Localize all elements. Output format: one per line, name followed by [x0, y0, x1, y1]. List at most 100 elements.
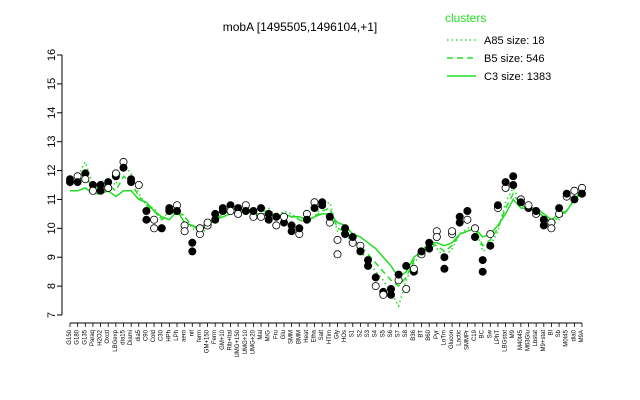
data-point [180, 227, 189, 236]
data-point [318, 198, 327, 207]
data-point [150, 215, 159, 224]
data-point [88, 186, 97, 195]
x-tick-label: B60 [426, 329, 432, 340]
x-tick-label: Etha [312, 329, 318, 342]
x-tick-label: M9A [579, 330, 585, 342]
x-tick-label: Glu [281, 330, 287, 339]
points-layer [66, 157, 587, 299]
x-tick-label: G150 [67, 329, 73, 344]
x-tick-label: M9+stat [541, 330, 547, 352]
data-point [478, 256, 487, 265]
x-tick-label: HOs [342, 330, 348, 342]
data-point [256, 204, 265, 213]
data-point [432, 232, 441, 241]
x-tick-label: UMG+150 [235, 329, 241, 357]
x-tick-label: C30 [159, 329, 165, 341]
data-point [333, 250, 342, 259]
data-point [509, 172, 518, 181]
data-point [516, 198, 525, 207]
data-point [440, 264, 449, 273]
legend-title: clusters [445, 11, 486, 25]
x-tick-label: S8 [403, 329, 409, 337]
y-tick-label: 8 [46, 283, 58, 289]
x-tick-label: Rib+Ital [227, 330, 233, 351]
x-tick-label: M63Glu [526, 330, 532, 351]
data-point [279, 212, 288, 221]
x-tick-label: Diami [128, 330, 134, 345]
legend-label: B5 size: 546 [484, 53, 545, 65]
data-point [157, 224, 166, 233]
data-point [425, 238, 434, 247]
data-point [119, 163, 128, 172]
data-point [486, 230, 495, 239]
x-tick-label: GM+10 [220, 329, 226, 350]
data-point [493, 201, 502, 210]
x-tick-label: Pyr [434, 330, 440, 339]
data-point [417, 247, 426, 256]
series-layer [69, 160, 583, 309]
x-tick-label: Oxctl [105, 330, 111, 344]
data-point [188, 247, 197, 256]
data-point [295, 224, 304, 233]
data-point [234, 209, 243, 218]
series-line [69, 160, 583, 309]
y-tick-label: 15 [46, 78, 58, 90]
data-point [66, 178, 75, 187]
x-tick-label: G180 [75, 329, 81, 344]
y-tick-label: 10 [46, 222, 58, 234]
data-point [440, 253, 449, 262]
x-tick-label: Ferm [212, 330, 218, 344]
x-tick-label: M40t45 [518, 329, 524, 350]
data-point [111, 169, 120, 178]
x-tick-label: UMG+10 [243, 329, 249, 354]
x-tick-label: HPh [166, 330, 172, 342]
legend-label: A85 size: 18 [484, 35, 545, 47]
x-tick-label: Glucon [449, 330, 455, 349]
x-tick-label: Cold [151, 330, 157, 342]
data-point [455, 212, 464, 221]
x-tick-label: Heat [304, 330, 310, 343]
x-tick-label: SMM [289, 330, 295, 344]
data-point [348, 232, 357, 241]
x-tick-label: S4 [373, 329, 379, 337]
x-tick-label: aero [182, 329, 188, 342]
x-tick-label: Mal [258, 330, 264, 340]
y-tick-label: 11 [46, 194, 58, 205]
x-tick-label: dia15 [120, 329, 126, 344]
y-tick-label: 13 [46, 136, 58, 148]
x-tick-label: Lactic [457, 330, 463, 346]
x-tick-label: Salt [319, 330, 325, 341]
data-point [142, 206, 151, 215]
data-point [341, 230, 350, 239]
x-axis: G150 G180 G135 Paraq H2O2 Oxctl LBGexp dia15 Dia… [67, 322, 585, 358]
x-tick-label: LBGexp [113, 329, 119, 351]
data-point [394, 270, 403, 279]
legend: clusters A85 size: 18 B5 size: 546 C3 size… [445, 11, 551, 83]
data-point [104, 183, 113, 192]
x-tick-label: BC [480, 329, 486, 338]
data-point [555, 204, 564, 213]
x-tick-label: M/G [266, 330, 272, 342]
data-point [478, 267, 487, 276]
data-point [81, 175, 90, 184]
data-point [142, 215, 151, 224]
data-point [241, 206, 250, 215]
y-tick-label: 12 [46, 164, 58, 176]
data-point [287, 221, 296, 230]
data-point [272, 212, 281, 221]
data-point [470, 224, 479, 233]
data-point [310, 204, 319, 213]
data-point [211, 209, 220, 218]
x-tick-label: S6 [388, 329, 394, 337]
series-line [70, 175, 583, 288]
x-tick-label: LPh [174, 330, 180, 341]
data-point [363, 256, 372, 265]
data-point [509, 180, 518, 189]
data-point [371, 282, 380, 291]
data-point [264, 215, 273, 224]
y-tick-label: 16 [46, 49, 58, 61]
x-tick-label: BMM [296, 330, 302, 344]
data-point [256, 212, 265, 221]
x-tick-label: H2O2 [98, 329, 104, 345]
